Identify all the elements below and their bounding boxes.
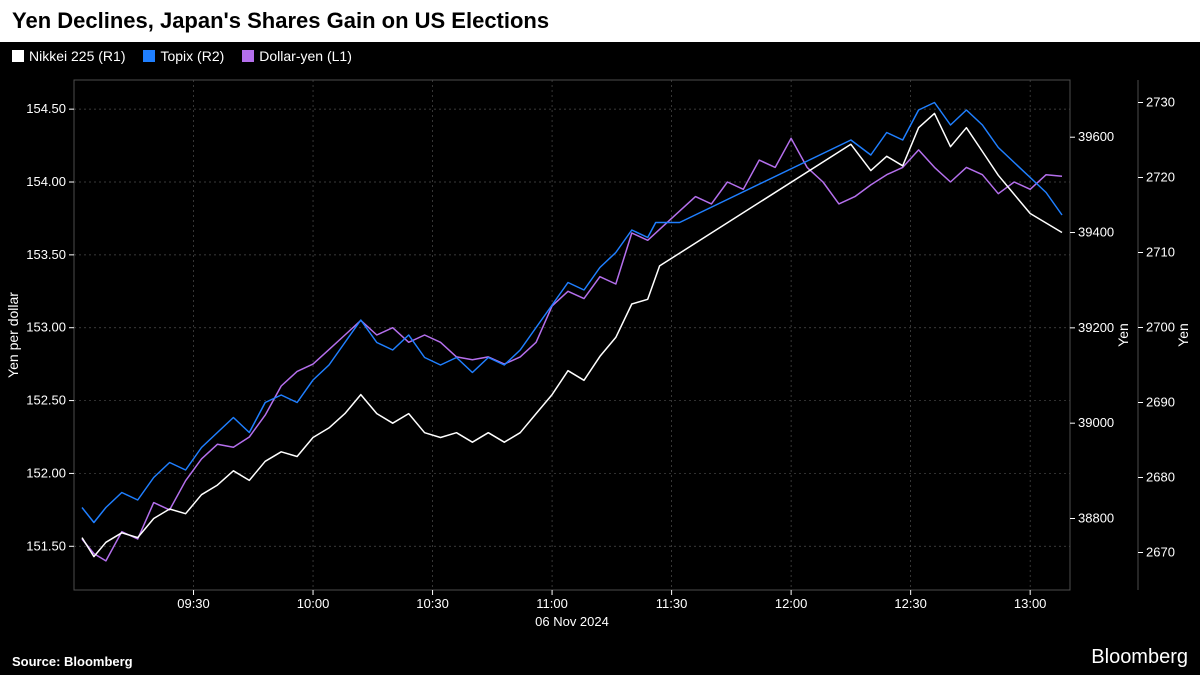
svg-text:13:00: 13:00 (1014, 596, 1047, 611)
svg-text:151.50: 151.50 (26, 538, 66, 553)
svg-text:10:00: 10:00 (297, 596, 330, 611)
legend-label-topix: Topix (R2) (160, 48, 224, 64)
legend-item-dollaryen: Dollar-yen (L1) (242, 48, 352, 64)
svg-text:154.00: 154.00 (26, 174, 66, 189)
title-bar: Yen Declines, Japan's Shares Gain on US … (0, 0, 1200, 42)
svg-text:153.50: 153.50 (26, 247, 66, 262)
svg-text:12:00: 12:00 (775, 596, 808, 611)
brand-text: Bloomberg (1091, 646, 1188, 669)
svg-text:11:30: 11:30 (656, 596, 688, 611)
svg-text:11:00: 11:00 (536, 596, 568, 611)
svg-text:153.00: 153.00 (26, 320, 66, 335)
legend-marker-nikkei (12, 50, 24, 62)
svg-text:2730: 2730 (1146, 95, 1175, 110)
svg-text:39000: 39000 (1078, 415, 1114, 430)
svg-text:09:30: 09:30 (177, 596, 210, 611)
svg-text:Yen: Yen (1115, 323, 1131, 347)
svg-text:39200: 39200 (1078, 320, 1114, 335)
svg-text:154.50: 154.50 (26, 101, 66, 116)
svg-text:10:30: 10:30 (416, 596, 449, 611)
svg-text:152.50: 152.50 (26, 393, 66, 408)
svg-text:2720: 2720 (1146, 170, 1175, 185)
svg-text:2670: 2670 (1146, 545, 1175, 560)
svg-text:Yen: Yen (1175, 323, 1191, 347)
legend-label-dollaryen: Dollar-yen (L1) (259, 48, 352, 64)
legend-label-nikkei: Nikkei 225 (R1) (29, 48, 125, 64)
svg-text:2680: 2680 (1146, 470, 1175, 485)
svg-text:152.00: 152.00 (26, 465, 66, 480)
svg-text:38800: 38800 (1078, 511, 1114, 526)
svg-text:2690: 2690 (1146, 395, 1175, 410)
chart-area: 151.50 152.00 152.50 153.00 153.50 154.00 154.… (0, 72, 1200, 645)
svg-text:39400: 39400 (1078, 225, 1114, 240)
legend-item-nikkei: Nikkei 225 (R1) (12, 48, 125, 64)
svg-text:06 Nov 2024: 06 Nov 2024 (535, 614, 609, 629)
svg-text:2700: 2700 (1146, 320, 1175, 335)
svg-text:39600: 39600 (1078, 129, 1114, 144)
legend-item-topix: Topix (R2) (143, 48, 224, 64)
chart-svg: 151.50 152.00 152.50 153.00 153.50 154.00 154.… (0, 72, 1200, 645)
legend: Nikkei 225 (R1) Topix (R2) Dollar-yen (L… (0, 42, 1200, 70)
svg-text:Yen per dollar: Yen per dollar (5, 292, 21, 378)
svg-text:12:30: 12:30 (894, 596, 927, 611)
source-text: Source: Bloomberg (12, 654, 133, 669)
legend-marker-dollaryen (242, 50, 254, 62)
legend-marker-topix (143, 50, 155, 62)
svg-text:2710: 2710 (1146, 245, 1175, 260)
chart-title: Yen Declines, Japan's Shares Gain on US … (12, 8, 1188, 34)
